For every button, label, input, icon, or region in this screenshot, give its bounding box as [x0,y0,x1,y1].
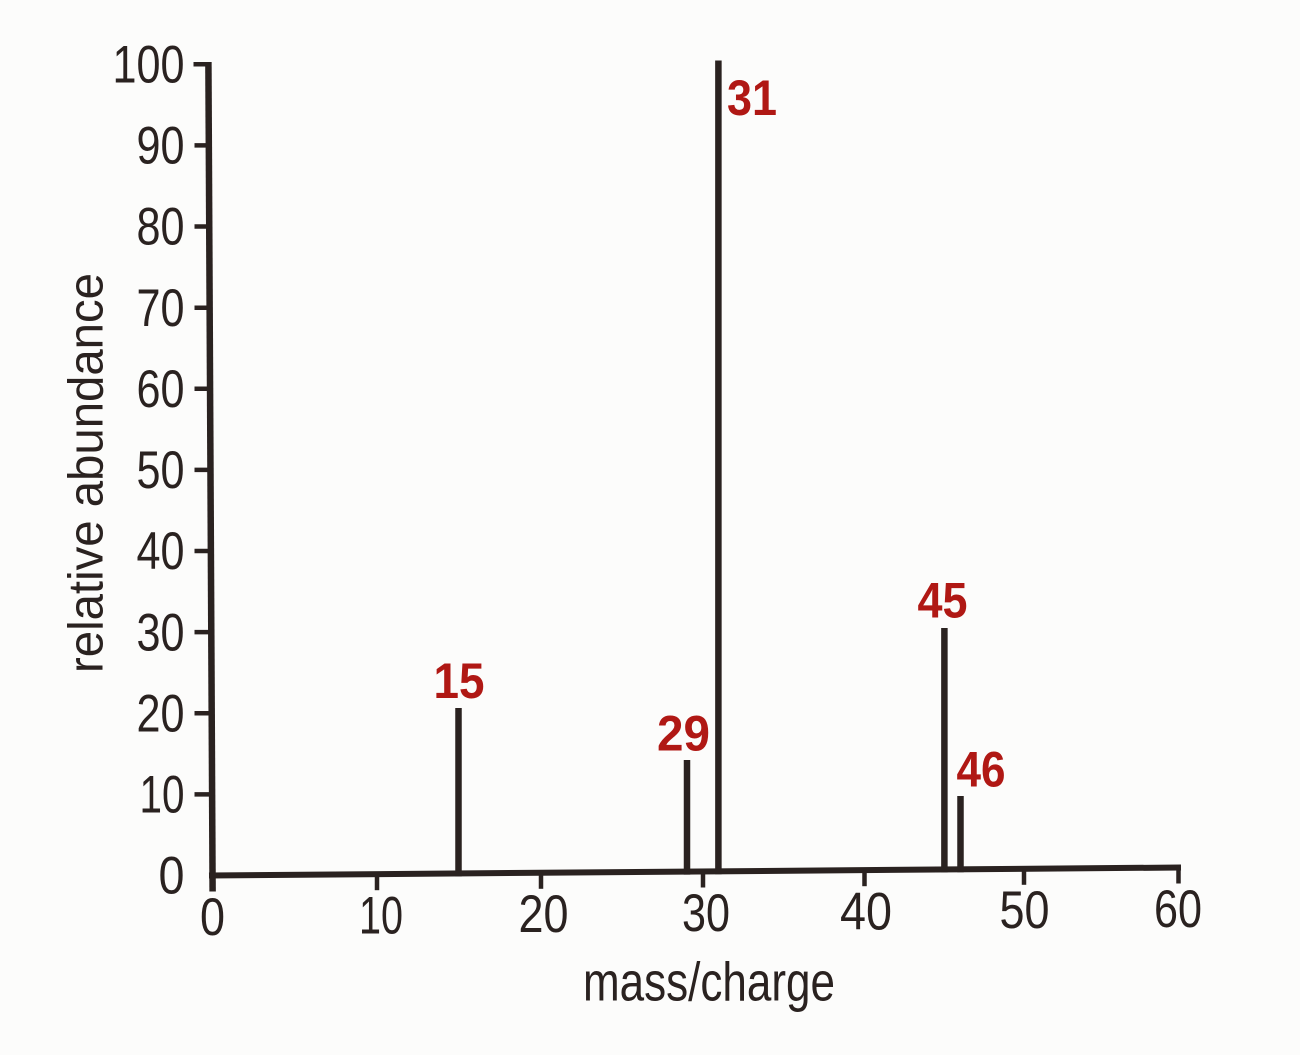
svg-text:31: 31 [727,70,777,126]
svg-text:50: 50 [137,441,185,500]
svg-text:60: 60 [137,360,185,419]
svg-text:45: 45 [918,573,968,629]
svg-text:relative abundance: relative abundance [60,273,114,673]
svg-text:30: 30 [137,603,185,662]
svg-text:80: 80 [137,198,185,257]
svg-text:15: 15 [434,653,485,709]
svg-text:100: 100 [113,36,185,95]
svg-text:60: 60 [1154,880,1202,939]
svg-text:20: 20 [519,885,569,944]
svg-text:29: 29 [657,706,710,762]
svg-text:10: 10 [359,887,403,946]
svg-text:46: 46 [957,742,1006,798]
svg-text:70: 70 [137,279,185,338]
svg-text:40: 40 [840,883,892,942]
svg-text:0: 0 [200,888,225,947]
svg-text:0: 0 [159,847,185,906]
svg-text:50: 50 [1000,881,1050,940]
svg-text:20: 20 [137,685,185,744]
svg-text:30: 30 [682,884,730,943]
svg-text:mass/charge: mass/charge [583,951,835,1013]
svg-text:40: 40 [137,522,185,581]
svg-text:10: 10 [140,766,185,825]
svg-text:90: 90 [137,117,185,176]
